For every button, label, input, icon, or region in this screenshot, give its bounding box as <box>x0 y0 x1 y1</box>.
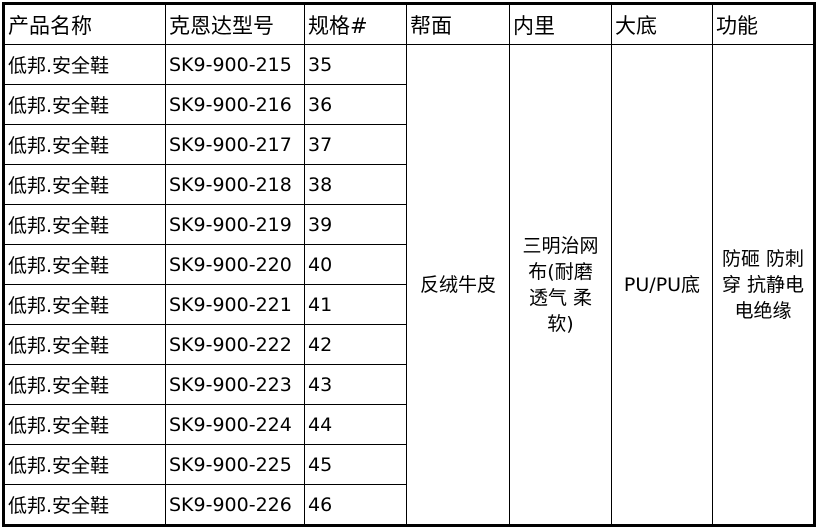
header-size: 规格# <box>304 3 407 45</box>
table-row: 低邦.安全鞋 SK9-900-223 43 <box>3 364 815 405</box>
cell-model: SK9-900-217 <box>165 124 305 165</box>
cell-model: SK9-900-216 <box>165 84 305 125</box>
header-row: 产品名称 克恩达型号 规格# 帮面 内里 大底 功能 <box>3 3 815 45</box>
cell-name: 低邦.安全鞋 <box>3 324 166 365</box>
table-row: 低邦.安全鞋 SK9-900-215 35 反绒牛皮 三明治网 布(耐磨 透气 柔软) PU/… <box>3 44 815 526</box>
table-row: 低邦.安全鞋 SK9-900-224 44 <box>3 404 815 445</box>
cell-size: 38 <box>304 164 407 205</box>
cell-name: 低邦.安全鞋 <box>3 84 166 125</box>
cell-size: 35 <box>304 44 407 85</box>
lining-text-line: 布(耐磨 <box>528 260 593 283</box>
cell-model: SK9-900-221 <box>165 284 305 325</box>
cell-size: 46 <box>304 484 407 526</box>
table-row: 低邦.安全鞋 SK9-900-221 41 <box>3 284 815 325</box>
cell-name: 低邦.安全鞋 <box>3 364 166 405</box>
cell-model: SK9-900-220 <box>165 244 305 285</box>
cell-size: 44 <box>304 404 407 445</box>
header-function: 功能 <box>712 3 815 45</box>
cell-name: 低邦.安全鞋 <box>3 44 166 85</box>
cell-name: 低邦.安全鞋 <box>3 404 166 445</box>
header-product-name: 产品名称 <box>3 3 166 45</box>
cell-model: SK9-900-222 <box>165 324 305 365</box>
table-row: 低邦.安全鞋 SK9-900-222 42 <box>3 324 815 365</box>
cell-size: 39 <box>304 204 407 245</box>
cell-model: SK9-900-218 <box>165 164 305 205</box>
cell-size: 43 <box>304 364 407 405</box>
table-row: 低邦.安全鞋 SK9-900-225 45 <box>3 444 815 485</box>
cell-lining: 三明治网布(耐磨透气 柔软) <box>509 44 612 526</box>
header-upper: 帮面 <box>406 3 510 45</box>
sole-text-line: PU/PU底 <box>623 273 701 296</box>
table-row: 低邦.安全鞋 SK9-900-226 46 <box>3 484 815 526</box>
header-sole: 大底 <box>611 3 713 45</box>
cell-size: 37 <box>304 124 407 165</box>
header-lining: 内里 <box>509 3 612 45</box>
cell-size: 36 <box>304 84 407 125</box>
header-model: 克恩达型号 <box>165 3 305 45</box>
cell-size: 41 <box>304 284 407 325</box>
function-text-line: 电绝缘 <box>734 299 792 322</box>
cell-name: 低邦.安全鞋 <box>3 484 166 526</box>
cell-model: SK9-900-223 <box>165 364 305 405</box>
function-text-line: 穿 抗静电 <box>721 273 805 296</box>
cell-name: 低邦.安全鞋 <box>3 444 166 485</box>
function-text-line: 防砸 防刺 <box>721 247 805 270</box>
cell-name: 低邦.安全鞋 <box>3 124 166 165</box>
upper-text-line: 反绒牛皮 <box>419 273 496 296</box>
cell-name: 低邦.安全鞋 <box>3 204 166 245</box>
cell-name: 低邦.安全鞋 <box>3 244 166 285</box>
table-row: 低邦.安全鞋 SK9-900-218 38 <box>3 164 815 205</box>
table-row: 低邦.安全鞋 SK9-900-216 36 <box>3 84 815 125</box>
cell-model: SK9-900-225 <box>165 444 305 485</box>
cell-size: 40 <box>304 244 407 285</box>
cell-model: SK9-900-219 <box>165 204 305 245</box>
lining-text-line: 三明治网 <box>522 234 599 257</box>
cell-name: 低邦.安全鞋 <box>3 164 166 205</box>
table-row: 低邦.安全鞋 SK9-900-219 39 <box>3 204 815 245</box>
lining-text-line: 软) <box>547 312 574 335</box>
cell-sole: PU/PU底 <box>611 44 713 526</box>
lining-text-line: 透气 柔 <box>528 286 593 309</box>
cell-model: SK9-900-224 <box>165 404 305 445</box>
cell-function: 防砸 防刺穿 抗静电电绝缘 <box>712 44 815 526</box>
cell-model: SK9-900-215 <box>165 44 305 85</box>
cell-size: 42 <box>304 324 407 365</box>
cell-size: 45 <box>304 444 407 485</box>
cell-model: SK9-900-226 <box>165 484 305 526</box>
cell-upper: 反绒牛皮 <box>406 44 510 526</box>
cell-name: 低邦.安全鞋 <box>3 284 166 325</box>
table-row: 低邦.安全鞋 SK9-900-220 40 <box>3 244 815 285</box>
table-row: 低邦.安全鞋 SK9-900-217 37 <box>3 124 815 165</box>
